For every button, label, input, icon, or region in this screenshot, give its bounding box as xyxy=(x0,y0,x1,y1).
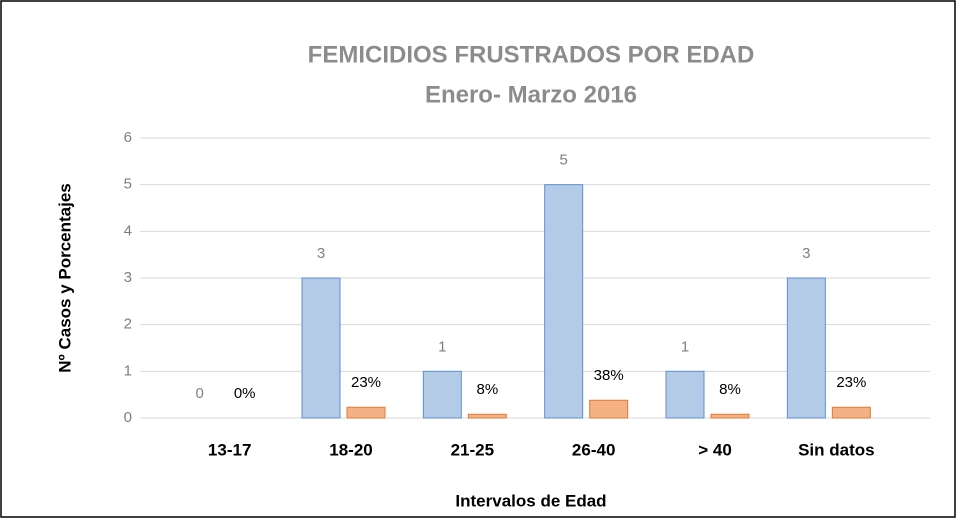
data-label: 8% xyxy=(719,381,741,398)
y-tick-label: 3 xyxy=(124,269,132,286)
bar xyxy=(301,277,341,419)
bar xyxy=(589,399,629,419)
y-axis-label: Nº Casos y Porcentajes xyxy=(55,183,74,373)
data-label: 5 xyxy=(559,152,567,169)
bar xyxy=(831,406,871,419)
x-tick-label: > 40 xyxy=(698,440,732,459)
y-tick-label: 6 xyxy=(124,129,132,146)
x-axis-label: Intervalos de Edad xyxy=(455,491,606,510)
bar xyxy=(544,184,584,419)
y-tick-label: 5 xyxy=(124,176,132,193)
data-label: 23% xyxy=(351,374,381,391)
data-label: 0 xyxy=(195,385,203,402)
x-tick-label: Sin datos xyxy=(798,440,875,459)
bar xyxy=(710,413,750,419)
data-label: 3 xyxy=(802,245,810,262)
y-tick-label: 0 xyxy=(124,409,132,426)
data-label: 8% xyxy=(476,381,498,398)
bar xyxy=(422,370,462,419)
data-label: 38% xyxy=(594,367,624,384)
bar xyxy=(665,370,705,419)
x-tick-label: 21-25 xyxy=(451,440,494,459)
data-label: 1 xyxy=(681,338,689,355)
bar xyxy=(346,406,386,419)
data-label: 3 xyxy=(317,245,325,262)
x-tick-label: 18-20 xyxy=(329,440,372,459)
bar xyxy=(467,413,507,419)
data-label: 1 xyxy=(438,338,446,355)
data-label: 0% xyxy=(234,385,256,402)
chart-title: FEMICIDIOS FRUSTRADOS POR EDAD xyxy=(308,41,755,68)
data-label: 23% xyxy=(836,374,866,391)
y-tick-label: 1 xyxy=(124,362,132,379)
y-tick-label: 2 xyxy=(124,316,132,333)
x-tick-label: 13-17 xyxy=(208,440,251,459)
y-tick-label: 4 xyxy=(124,222,132,239)
x-tick-label: 26-40 xyxy=(572,440,615,459)
bar xyxy=(786,277,826,419)
chart-subtitle: Enero- Marzo 2016 xyxy=(425,81,637,108)
